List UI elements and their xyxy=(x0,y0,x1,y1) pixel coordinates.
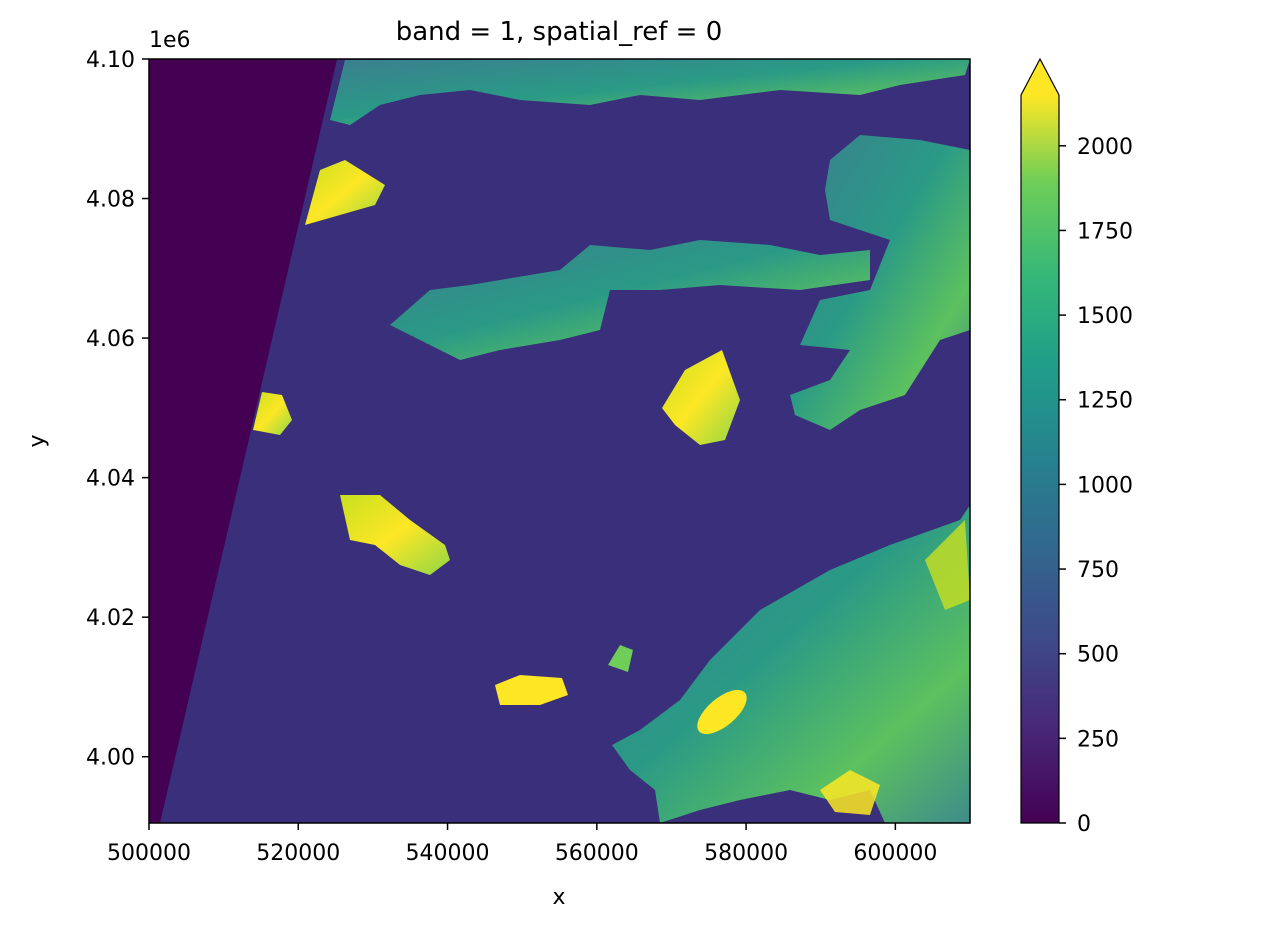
island-south-small xyxy=(495,675,568,705)
raster-nodata-strip xyxy=(149,59,337,823)
y-tick-label: 4.06 xyxy=(86,327,135,352)
colorbar-tick-label: 500 xyxy=(1077,643,1119,668)
bright-patch-rhodes-east xyxy=(925,520,970,610)
colorbar-tick-label: 0 xyxy=(1077,812,1091,837)
x-tick-label: 500000 xyxy=(107,841,191,866)
y-tick-label: 4.04 xyxy=(86,467,135,492)
colorbar-tick-label: 1250 xyxy=(1077,389,1133,414)
island-central-long xyxy=(390,240,870,360)
raster-image xyxy=(149,59,970,823)
chart-title: band = 1, spatial_ref = 0 xyxy=(396,17,723,47)
y-axis-label: y xyxy=(25,434,50,447)
colorbar-extend-max-arrow xyxy=(1021,59,1059,95)
islet-east-small xyxy=(608,645,633,672)
colorbar-gradient xyxy=(1021,95,1059,823)
island-northeast xyxy=(790,135,970,430)
x-tick-label: 580000 xyxy=(704,841,788,866)
x-tick-label: 520000 xyxy=(256,841,340,866)
y-axis: 4.00 4.02 4.04 4.06 4.08 4.10 xyxy=(86,48,149,771)
island-north-coast xyxy=(330,59,970,125)
x-axis-label: x xyxy=(552,885,565,910)
island-rhodes xyxy=(612,505,970,823)
y-tick-label: 4.02 xyxy=(86,606,135,631)
x-tick-label: 540000 xyxy=(406,841,490,866)
colorbar-outline xyxy=(1020,57,1060,824)
colorbar-tick-label: 250 xyxy=(1077,727,1119,752)
colorbar-tick-label: 750 xyxy=(1077,558,1119,583)
island-northwest xyxy=(305,160,385,225)
island-west-small xyxy=(253,392,292,435)
y-tick-label: 4.10 xyxy=(86,48,135,73)
colorbar-ticks: 0 250 500 750 1000 1250 1500 1750 2000 xyxy=(1059,135,1133,837)
y-offset-label: 1e6 xyxy=(149,28,191,53)
x-tick-label: 600000 xyxy=(853,841,937,866)
island-southwest xyxy=(340,495,450,575)
colorbar-tick-label: 1000 xyxy=(1077,473,1133,498)
bright-patch-rhodes xyxy=(697,689,747,735)
colorbar-tick-label: 1750 xyxy=(1077,219,1133,244)
x-axis: 500000 520000 540000 560000 580000 600000 xyxy=(107,823,937,866)
colorbar-tick-label: 2000 xyxy=(1077,135,1133,160)
colorbar: 0 250 500 750 1000 1250 1500 1750 2000 xyxy=(1020,57,1133,837)
island-center xyxy=(662,350,740,445)
x-tick-label: 560000 xyxy=(555,841,639,866)
y-tick-label: 4.08 xyxy=(86,188,135,213)
y-tick-label: 4.00 xyxy=(86,746,135,771)
bright-patch-rhodes-south xyxy=(820,770,880,815)
plot-frame xyxy=(148,58,971,824)
colorbar-tick-label: 1500 xyxy=(1077,304,1133,329)
